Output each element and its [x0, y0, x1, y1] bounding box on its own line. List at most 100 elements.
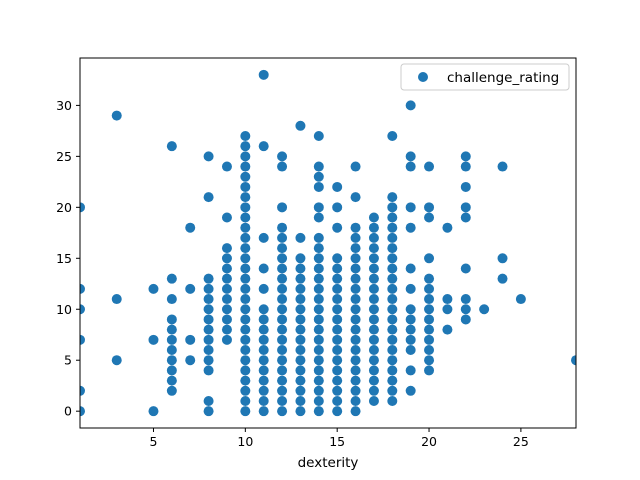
data-point: [258, 69, 269, 80]
x-tick-label: 5: [150, 434, 158, 449]
data-point: [240, 181, 251, 192]
y-tick-label: 30: [56, 98, 72, 113]
x-tick-label: 15: [329, 434, 345, 449]
data-point: [295, 355, 306, 366]
data-point: [277, 263, 288, 274]
data-point: [258, 334, 269, 345]
data-point: [332, 395, 343, 406]
data-point: [405, 283, 416, 294]
legend-box: [400, 63, 570, 91]
data-point: [313, 171, 324, 182]
data-point: [277, 202, 288, 213]
data-point: [277, 385, 288, 396]
data-point: [313, 283, 324, 294]
data-points-layer: [80, 69, 576, 417]
data-point: [387, 243, 398, 254]
data-point: [460, 263, 471, 274]
x-tick-label: 25: [513, 434, 529, 449]
data-point: [442, 294, 453, 305]
data-point: [313, 232, 324, 243]
data-point: [80, 283, 85, 294]
y-tick-label: 15: [56, 251, 72, 266]
data-point: [368, 253, 379, 264]
data-point: [221, 253, 232, 264]
data-point: [350, 375, 361, 386]
data-point: [313, 263, 324, 274]
data-point: [332, 355, 343, 366]
data-point: [387, 304, 398, 315]
data-point: [313, 243, 324, 254]
data-point: [350, 385, 361, 396]
data-point: [277, 222, 288, 233]
data-point: [277, 232, 288, 243]
data-point: [350, 253, 361, 264]
data-point: [166, 355, 177, 366]
data-point: [203, 283, 214, 294]
data-point: [405, 100, 416, 111]
data-point: [387, 375, 398, 386]
data-point: [350, 334, 361, 345]
data-point: [332, 406, 343, 417]
data-point: [424, 324, 435, 335]
data-point: [240, 202, 251, 213]
data-point: [515, 294, 526, 305]
data-point: [350, 314, 361, 325]
data-point: [368, 345, 379, 356]
data-point: [277, 161, 288, 172]
data-point: [424, 334, 435, 345]
data-point: [387, 294, 398, 305]
data-point: [313, 365, 324, 376]
data-point: [295, 263, 306, 274]
data-point: [424, 253, 435, 264]
data-point: [350, 304, 361, 315]
data-point: [240, 355, 251, 366]
data-point: [240, 406, 251, 417]
data-point: [185, 222, 196, 233]
data-point: [332, 365, 343, 376]
data-point: [240, 314, 251, 325]
data-point: [258, 406, 269, 417]
data-point: [80, 406, 85, 417]
data-point: [203, 395, 214, 406]
data-point: [203, 294, 214, 305]
data-point: [424, 294, 435, 305]
data-point: [350, 283, 361, 294]
data-point: [460, 304, 471, 315]
data-point: [387, 222, 398, 233]
data-point: [258, 385, 269, 396]
data-point: [295, 273, 306, 284]
data-point: [313, 130, 324, 141]
data-point: [258, 283, 269, 294]
data-point: [240, 192, 251, 203]
data-point: [166, 294, 177, 305]
data-point: [240, 212, 251, 223]
y-tick-label: 0: [64, 404, 72, 419]
data-point: [313, 385, 324, 396]
data-point: [313, 345, 324, 356]
data-point: [277, 355, 288, 366]
data-point: [350, 222, 361, 233]
data-point: [240, 365, 251, 376]
data-point: [313, 294, 324, 305]
data-point: [387, 355, 398, 366]
data-point: [350, 273, 361, 284]
data-point: [350, 192, 361, 203]
data-point: [350, 345, 361, 356]
data-point: [405, 263, 416, 274]
data-point: [221, 273, 232, 284]
data-point: [350, 232, 361, 243]
data-point: [203, 304, 214, 315]
data-point: [240, 151, 251, 162]
data-point: [277, 324, 288, 335]
data-point: [368, 222, 379, 233]
data-point: [221, 324, 232, 335]
data-point: [332, 181, 343, 192]
data-point: [277, 243, 288, 254]
data-point: [258, 263, 269, 274]
data-point: [332, 314, 343, 325]
data-point: [350, 324, 361, 335]
data-point: [368, 395, 379, 406]
data-point: [350, 395, 361, 406]
data-point: [258, 141, 269, 152]
